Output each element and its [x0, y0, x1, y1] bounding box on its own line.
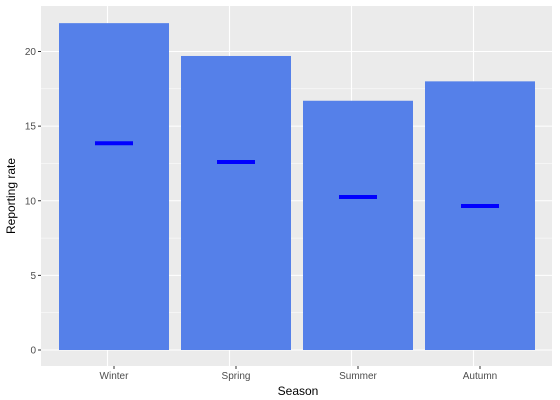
bar-winter	[59, 23, 169, 351]
x-axis-title: Season	[278, 384, 319, 398]
x-tick-label-spring: Spring	[222, 371, 251, 382]
x-tick-label-autumn: Autumn	[463, 371, 497, 382]
x-tick-label-winter: Winter	[100, 371, 130, 382]
y-tick-label: 0	[30, 346, 36, 357]
y-tick-label: 15	[25, 122, 37, 133]
y-tick-label: 10	[25, 196, 37, 207]
y-axis: 0 5 10 15 20	[25, 47, 41, 357]
x-axis: Winter Spring Summer Autumn	[100, 366, 497, 382]
bar-spring	[181, 55, 291, 350]
bars	[59, 23, 535, 351]
y-axis-title: Reporting rate	[4, 158, 18, 234]
y-tick-label: 5	[30, 271, 36, 282]
bar-autumn	[425, 81, 535, 350]
markers	[95, 141, 499, 208]
y-tick-label: 20	[25, 47, 37, 58]
bar-summer	[303, 100, 413, 350]
x-tick-label-summer: Summer	[339, 371, 377, 382]
